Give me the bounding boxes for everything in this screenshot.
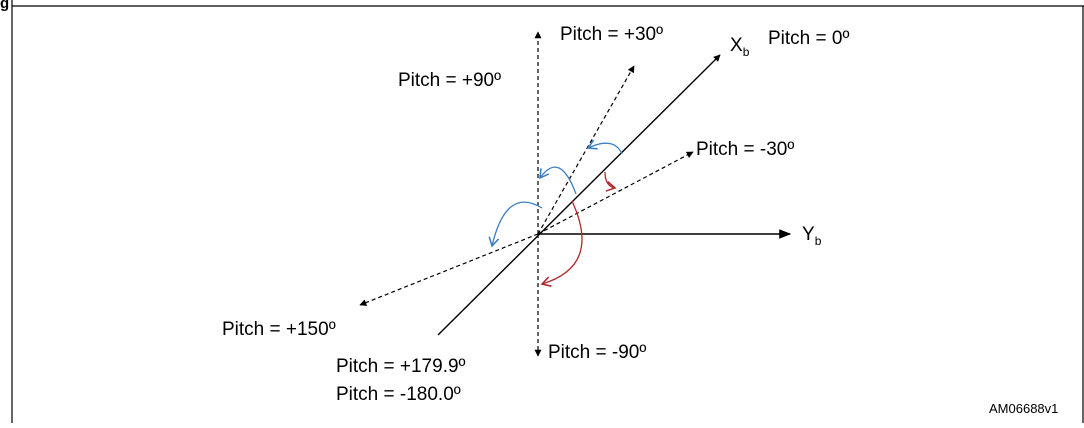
pitch-plus150-label: Pitch = +150º [222,319,336,340]
pitch-plus90-label: Pitch = +90º [398,70,501,91]
pitch-plus30-line [537,65,635,235]
pitch-minus90-label: Pitch = -90º [548,342,646,363]
red-rotation-arrow-0-to-minus30 [604,171,617,192]
pitch-minus30-line [537,151,694,235]
yb-axis-label: Yb [802,224,822,248]
pitch-minus180-label: Pitch = -180.0º [336,384,461,405]
blue-rotation-arrow-0-to-30 [586,139,623,155]
pitch-0-label: Pitch = 0º [768,28,849,49]
pitch-plus150-line [359,233,539,306]
blue-rotation-arrow-30-to-90 [539,166,577,195]
figure-label-fragment: g [0,0,9,12]
pitch-minus30-label: Pitch = -30º [696,139,794,160]
blue-rotation-arrow-90-to-150 [488,201,543,248]
pitch-plus179-label: Pitch = +179.9º [336,356,466,377]
red-rotation-arrow-to-minus90 [540,200,583,287]
xb-axis [437,54,721,336]
figure-code: AM06688v1 [989,401,1058,416]
pitch-plus30-label: Pitch = +30º [560,24,663,45]
xb-axis-label: Xb [730,35,750,59]
